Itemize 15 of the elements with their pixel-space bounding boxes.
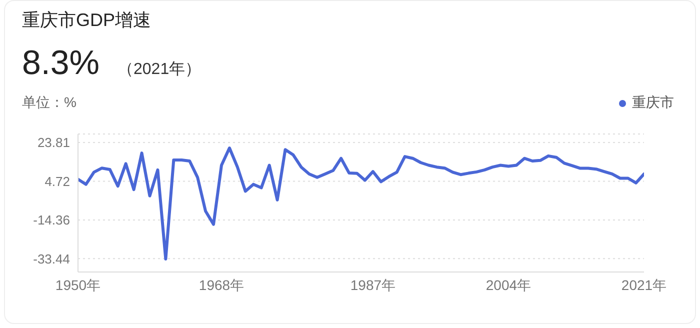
text: （2021年） [118, 60, 202, 80]
chart-subtitle: 8.3% [22, 44, 100, 83]
x-tick-label: 2004年 [486, 276, 532, 293]
x-tick-label: 2021年 [621, 276, 667, 293]
x-tick-label: 1950年 [55, 276, 101, 293]
y-tick-label: 23.81 [37, 135, 70, 150]
y-tick-label: -33.44 [33, 251, 70, 266]
x-tick-label: 1987年 [350, 276, 396, 293]
chart-title: 重庆市GDP增速 [22, 9, 152, 32]
line-series [78, 146, 644, 261]
x-tick-label: 1968年 [198, 276, 244, 293]
y-axis-title: 单位：% [22, 94, 76, 112]
y-tick-label: -14.36 [33, 212, 70, 228]
y-tick-label: 4.72 [44, 174, 70, 189]
legend-label: 重庆市 [632, 94, 674, 112]
